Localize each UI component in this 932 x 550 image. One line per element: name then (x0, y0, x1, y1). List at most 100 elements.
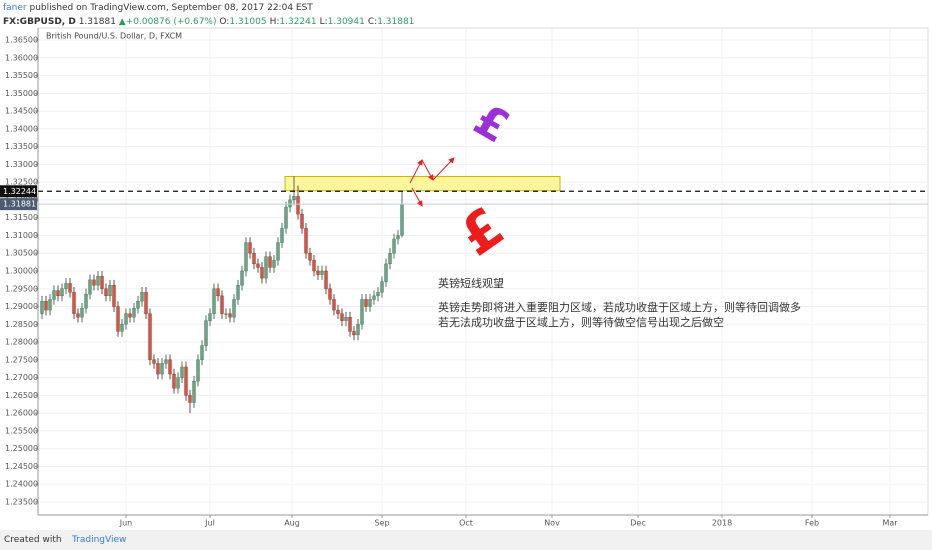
x-tick-label: Jul (204, 519, 215, 528)
author: faner (3, 3, 27, 13)
y-tick-label: 1.29500 (5, 284, 38, 293)
y-tick-label: 1.32500 (5, 178, 38, 187)
candle-body (348, 317, 352, 332)
y-tick-label: 1.23500 (5, 497, 38, 506)
candle-body (356, 324, 360, 336)
x-tick-label: Oct (459, 519, 473, 528)
candle-body (136, 301, 140, 309)
y-tick-label: 1.25500 (5, 426, 38, 435)
ohlc-value: 1.30941 (327, 17, 365, 27)
y-tick-label: 1.34500 (5, 107, 38, 116)
candle-body (56, 290, 60, 297)
candle-body (380, 281, 384, 293)
candle-body (44, 301, 48, 311)
ohlc-value: 1.31005 (229, 17, 267, 27)
candle-body (384, 263, 388, 282)
candle-body (192, 381, 196, 403)
x-tick-label: Dec (630, 519, 645, 528)
candle-body (388, 253, 392, 265)
y-tick-label: 1.35500 (5, 71, 38, 80)
header-line-1: faner published on TradingView.com, Sept… (3, 1, 417, 15)
candle-body (284, 206, 288, 229)
chart-title: British Pound/U.S. Dollar, D, FXCM (46, 32, 182, 41)
y-tick-label: 1.36000 (5, 53, 38, 62)
candle-body (264, 256, 268, 279)
candle-body (200, 345, 204, 360)
candle-body (288, 199, 292, 208)
candle-body (360, 299, 364, 325)
annotation: 英镑短线观望 (438, 276, 504, 290)
candle-body (220, 295, 224, 314)
arrow (411, 187, 423, 207)
candle-body (216, 288, 220, 297)
ohlc-value: 1.31881 (377, 17, 415, 27)
candle-body (88, 279, 92, 295)
arrows (409, 157, 455, 207)
y-tick-label: 1.30000 (5, 267, 38, 276)
annotation: 英镑走势即将进入重要阻力区域，若成功收盘于区域上方，则等待回调做多 (438, 300, 801, 314)
ohlc-key: L: (319, 17, 328, 27)
candle-body (80, 308, 84, 318)
candle-body (144, 292, 148, 314)
candle-body (76, 313, 80, 318)
candle-body (164, 359, 168, 364)
price: 1.31881 (78, 17, 116, 27)
pound-symbol: £ (448, 195, 515, 268)
y-tick-label: 1.24000 (5, 480, 38, 489)
y-tick-label: 1.36500 (5, 36, 38, 45)
candle-body (272, 260, 276, 268)
candle-body (392, 238, 396, 254)
candle-body (180, 366, 184, 378)
x-tick-label: Jun (119, 519, 133, 528)
candle-body (160, 363, 164, 375)
y-tick-label: 1.33000 (5, 160, 38, 169)
hline-box (0, 185, 37, 198)
candle-body (64, 283, 68, 289)
y-tick-label: 1.34000 (5, 124, 38, 133)
candle-body (100, 276, 104, 289)
candle-body (268, 256, 272, 268)
y-tick-label: 1.26000 (5, 409, 38, 418)
candle-body (228, 313, 232, 318)
candle-body (172, 373, 176, 389)
candle-body (196, 359, 200, 382)
x-tick-label: Aug (284, 519, 300, 528)
candle-body (340, 313, 344, 321)
ohlc-key: O: (219, 17, 230, 27)
candle-body (344, 317, 348, 321)
candle-body (240, 270, 244, 286)
candle-body (68, 283, 72, 293)
chart: British Pound/U.S. Dollar, D, FXCM 1.235… (0, 27, 929, 528)
candle-body (372, 295, 376, 300)
header-line-2: FX:GBPUSD, D 1.31881 ▲+0.00876 (+0.67%) … (3, 15, 417, 29)
arrow (409, 159, 423, 184)
y-tick-label: 1.28500 (5, 320, 38, 329)
candle-body (152, 359, 156, 364)
candle-body (224, 313, 228, 315)
candle-body (120, 324, 124, 332)
candle-body (316, 270, 320, 275)
y-tick-label: 1.27500 (5, 355, 38, 364)
candle-body (276, 242, 280, 261)
candle-body (400, 204, 404, 236)
candle-body (364, 299, 368, 307)
y-tick-label: 1.28000 (5, 338, 38, 347)
candle-body (128, 313, 132, 318)
candle-body (308, 253, 312, 261)
x-tick-label: 2018 (712, 519, 732, 528)
candle-body (248, 242, 252, 254)
candle-body (396, 235, 400, 240)
y-tick-label: 1.33500 (5, 142, 38, 151)
candle-body (332, 299, 336, 311)
x-tick-label: Feb (805, 519, 819, 528)
candle-body (324, 270, 328, 289)
candle-body (92, 279, 96, 286)
candle-body (140, 292, 144, 302)
candle-body (300, 213, 304, 229)
pound-symbol: £ (465, 94, 517, 153)
candle-body (72, 292, 76, 314)
y-tick-label: 1.26500 (5, 391, 38, 400)
candle-body (132, 308, 136, 318)
brand: TradingView (72, 535, 127, 545)
